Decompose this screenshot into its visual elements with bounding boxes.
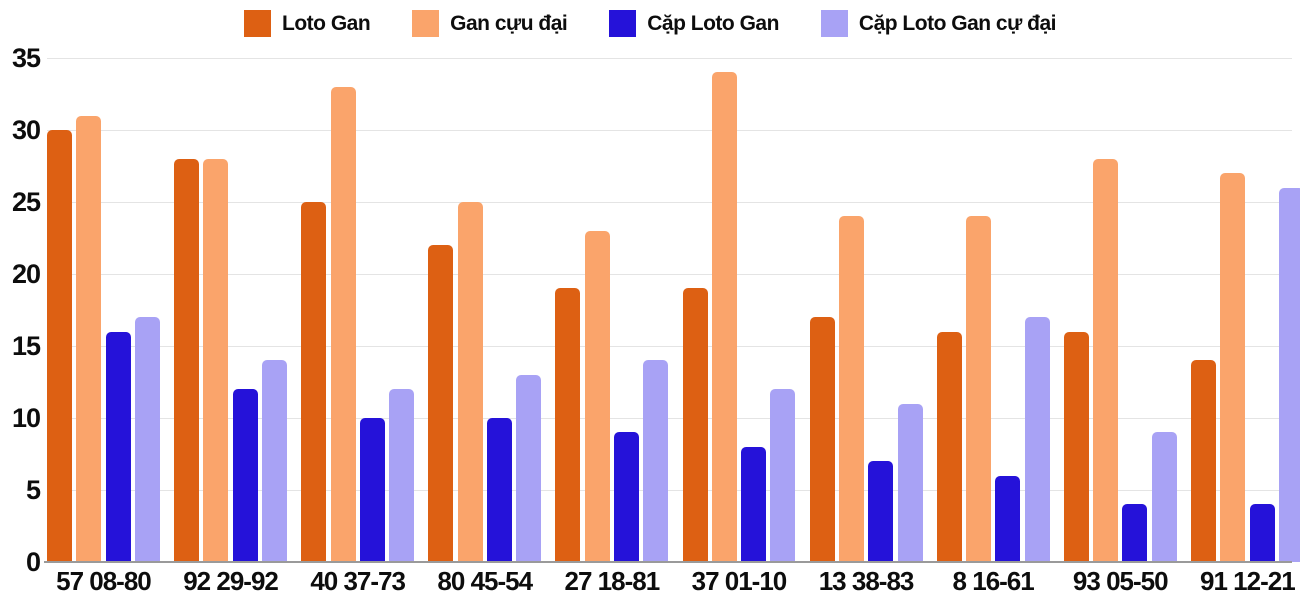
x-category-label-92-29-92: 92 29-92 [183, 566, 279, 596]
bar-cap-loto-gan-cu-ai-93-05-50[interactable] [1151, 432, 1177, 562]
bar-cap-loto-gan-93-05-50[interactable] [1122, 504, 1148, 562]
bar-loto-gan-8-16-61[interactable] [936, 331, 962, 562]
bar-cap-loto-gan-57-08-80[interactable] [105, 331, 131, 562]
bar-gan-cuu-ai-80-45-54[interactable] [457, 202, 483, 562]
legend-item-cap-loto-gan[interactable]: Cặp Loto Gan [609, 10, 779, 37]
bar-loto-gan-92-29-92[interactable] [174, 158, 200, 562]
legend-label-cap-loto-gan-cu-ai: Cặp Loto Gan cự đại [858, 11, 1057, 35]
x-category-label-57-08-80: 57 08-80 [56, 566, 152, 596]
bar-loto-gan-37-01-10[interactable] [682, 288, 708, 562]
legend-item-cap-loto-gan-cu-ai[interactable]: Cặp Loto Gan cự đại [820, 10, 1057, 37]
bar-cap-loto-gan-13-38-83[interactable] [868, 461, 894, 562]
y-tick-label-10: 10 [11, 403, 41, 433]
legend-label-gan-cuu-ai: Gan cựu đại [450, 11, 568, 35]
bar-cap-loto-gan-91-12-21[interactable] [1249, 504, 1275, 562]
bar-gan-cuu-ai-91-12-21[interactable] [1220, 173, 1246, 562]
gridline-y-5 [47, 490, 1292, 491]
bar-gan-cuu-ai-8-16-61[interactable] [966, 216, 991, 562]
bar-gan-cuu-ai-92-29-92[interactable] [203, 158, 229, 562]
legend-label-loto-gan: Loto Gan [282, 11, 371, 35]
bar-cap-loto-gan-cu-ai-37-01-10[interactable] [770, 389, 796, 562]
bar-cap-loto-gan-cu-ai-8-16-61[interactable] [1024, 317, 1050, 562]
y-tick-label-25: 25 [11, 187, 41, 217]
bar-cap-loto-gan-cu-ai-13-38-83[interactable] [897, 403, 923, 562]
bar-cap-loto-gan-80-45-54[interactable] [486, 418, 512, 562]
y-tick-label-5: 5 [25, 475, 41, 505]
x-axis-baseline [44, 561, 1292, 563]
bar-cap-loto-gan-92-29-92[interactable] [232, 389, 258, 562]
bar-cap-loto-gan-cu-ai-91-12-21[interactable] [1278, 187, 1300, 562]
bar-cap-loto-gan-cu-ai-80-45-54[interactable] [516, 374, 542, 562]
bar-cap-loto-gan-27-18-81[interactable] [614, 432, 639, 562]
y-tick-label-35: 35 [11, 43, 41, 73]
chart-legend: Loto Gan Gan cựu đại Cặp Loto Gan Cặp Loto … [0, 10, 1300, 37]
bar-loto-gan-57-08-80[interactable] [47, 130, 72, 562]
gridline-y-20 [47, 274, 1292, 275]
x-category-label-13-38-83: 13 38-83 [818, 566, 915, 596]
bar-gan-cuu-ai-27-18-81[interactable] [584, 230, 610, 562]
y-tick-label-20: 20 [11, 259, 41, 289]
x-category-label-8-16-61: 8 16-61 [952, 566, 1035, 596]
y-tick-label-0: 0 [25, 547, 41, 577]
bar-cap-loto-gan-40-37-73[interactable] [359, 418, 385, 562]
legend-item-loto-gan[interactable]: Loto Gan [244, 10, 371, 37]
bar-cap-loto-gan-37-01-10[interactable] [741, 446, 767, 562]
bar-gan-cuu-ai-93-05-50[interactable] [1093, 158, 1119, 562]
legend-swatch-gan-cuu-ai [412, 10, 440, 37]
gridline-y-15 [47, 346, 1292, 347]
x-category-label-80-45-54: 80 45-54 [437, 566, 533, 596]
legend-swatch-cap-loto-gan-cu-ai [820, 10, 848, 37]
y-tick-label-15: 15 [11, 331, 41, 361]
bar-loto-gan-27-18-81[interactable] [555, 288, 581, 562]
bar-loto-gan-91-12-21[interactable] [1190, 360, 1216, 562]
bar-loto-gan-93-05-50[interactable] [1063, 331, 1089, 562]
bar-gan-cuu-ai-37-01-10[interactable] [711, 72, 737, 562]
bar-cap-loto-gan-8-16-61[interactable] [995, 475, 1021, 562]
bar-cap-loto-gan-cu-ai-57-08-80[interactable] [134, 317, 160, 562]
bar-gan-cuu-ai-57-08-80[interactable] [76, 115, 102, 562]
bar-gan-cuu-ai-40-37-73[interactable] [330, 86, 356, 562]
bar-cap-loto-gan-cu-ai-40-37-73[interactable] [389, 389, 415, 562]
x-category-label-27-18-81: 27 18-81 [564, 566, 661, 596]
x-category-label-91-12-21: 91 12-21 [1200, 566, 1296, 596]
x-category-label-93-05-50: 93 05-50 [1072, 566, 1169, 596]
gridline-y-25 [47, 202, 1292, 203]
bar-loto-gan-40-37-73[interactable] [301, 202, 327, 562]
legend-swatch-loto-gan [244, 10, 272, 37]
legend-swatch-cap-loto-gan [609, 10, 637, 37]
bar-loto-gan-80-45-54[interactable] [428, 245, 454, 562]
bar-cap-loto-gan-cu-ai-27-18-81[interactable] [643, 360, 669, 562]
bar-cap-loto-gan-cu-ai-92-29-92[interactable] [262, 360, 287, 562]
gridline-y-35 [47, 58, 1292, 59]
gridline-y-30 [47, 130, 1292, 131]
x-category-label-37-01-10: 37 01-10 [691, 566, 788, 596]
legend-label-cap-loto-gan: Cặp Loto Gan [647, 11, 779, 35]
bar-gan-cuu-ai-13-38-83[interactable] [838, 216, 864, 562]
bar-loto-gan-13-38-83[interactable] [809, 317, 835, 562]
legend-item-gan-cuu-ai[interactable]: Gan cựu đại [412, 10, 568, 37]
y-tick-label-30: 30 [11, 115, 41, 145]
x-category-label-40-37-73: 40 37-73 [310, 566, 406, 596]
gridline-y-10 [47, 418, 1292, 419]
